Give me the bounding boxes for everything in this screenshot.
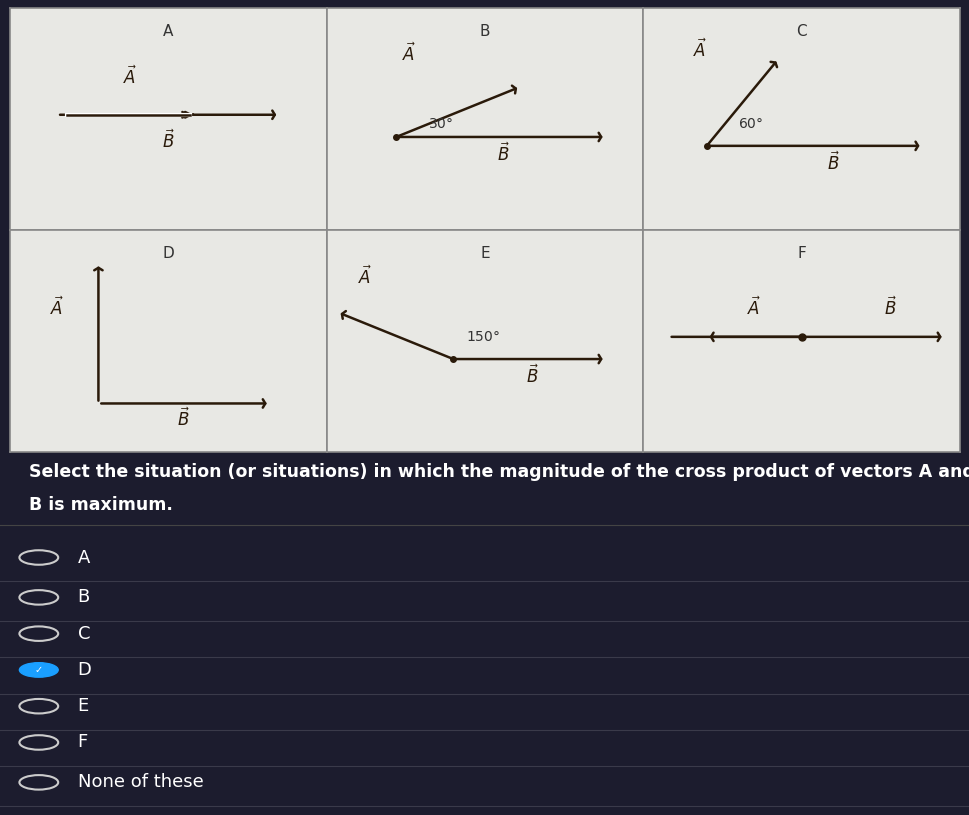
Text: $\vec{B}$: $\vec{B}$ xyxy=(177,408,190,430)
Text: A: A xyxy=(78,548,90,566)
Text: B: B xyxy=(78,588,90,606)
Text: C: C xyxy=(796,24,806,38)
Text: E: E xyxy=(480,246,489,261)
Text: D: D xyxy=(78,661,91,679)
Text: $30°$: $30°$ xyxy=(427,117,453,131)
Text: A: A xyxy=(163,24,173,38)
Text: $\vec{B}$: $\vec{B}$ xyxy=(497,143,510,165)
Text: $\vec{A}$: $\vec{A}$ xyxy=(123,65,137,88)
Text: F: F xyxy=(797,246,805,261)
Text: $\vec{A}$: $\vec{A}$ xyxy=(50,296,64,319)
Text: $\vec{B}$: $\vec{B}$ xyxy=(162,130,174,152)
Text: $\vec{B}$: $\vec{B}$ xyxy=(525,365,539,387)
Text: E: E xyxy=(78,697,89,716)
Text: C: C xyxy=(78,624,90,643)
Text: None of these: None of these xyxy=(78,773,203,791)
Text: ✓: ✓ xyxy=(35,665,43,675)
Text: $\vec{A}$: $\vec{A}$ xyxy=(693,38,706,61)
Text: $\vec{B}$: $\vec{B}$ xyxy=(883,296,896,319)
Text: Select the situation (or situations) in which the magnitude of the cross product: Select the situation (or situations) in … xyxy=(29,463,969,481)
Text: $\vec{B}$: $\vec{B}$ xyxy=(827,152,839,174)
Text: B: B xyxy=(480,24,489,38)
Text: $\vec{A}$: $\vec{A}$ xyxy=(401,43,416,65)
Text: $60°$: $60°$ xyxy=(737,117,763,131)
Text: F: F xyxy=(78,734,88,751)
Text: $\vec{A}$: $\vec{A}$ xyxy=(746,296,761,319)
Text: B is maximum.: B is maximum. xyxy=(29,496,172,513)
Text: $\vec{A}$: $\vec{A}$ xyxy=(358,265,371,288)
Text: $150°$: $150°$ xyxy=(465,330,500,344)
Text: D: D xyxy=(162,246,173,261)
Circle shape xyxy=(19,663,58,677)
